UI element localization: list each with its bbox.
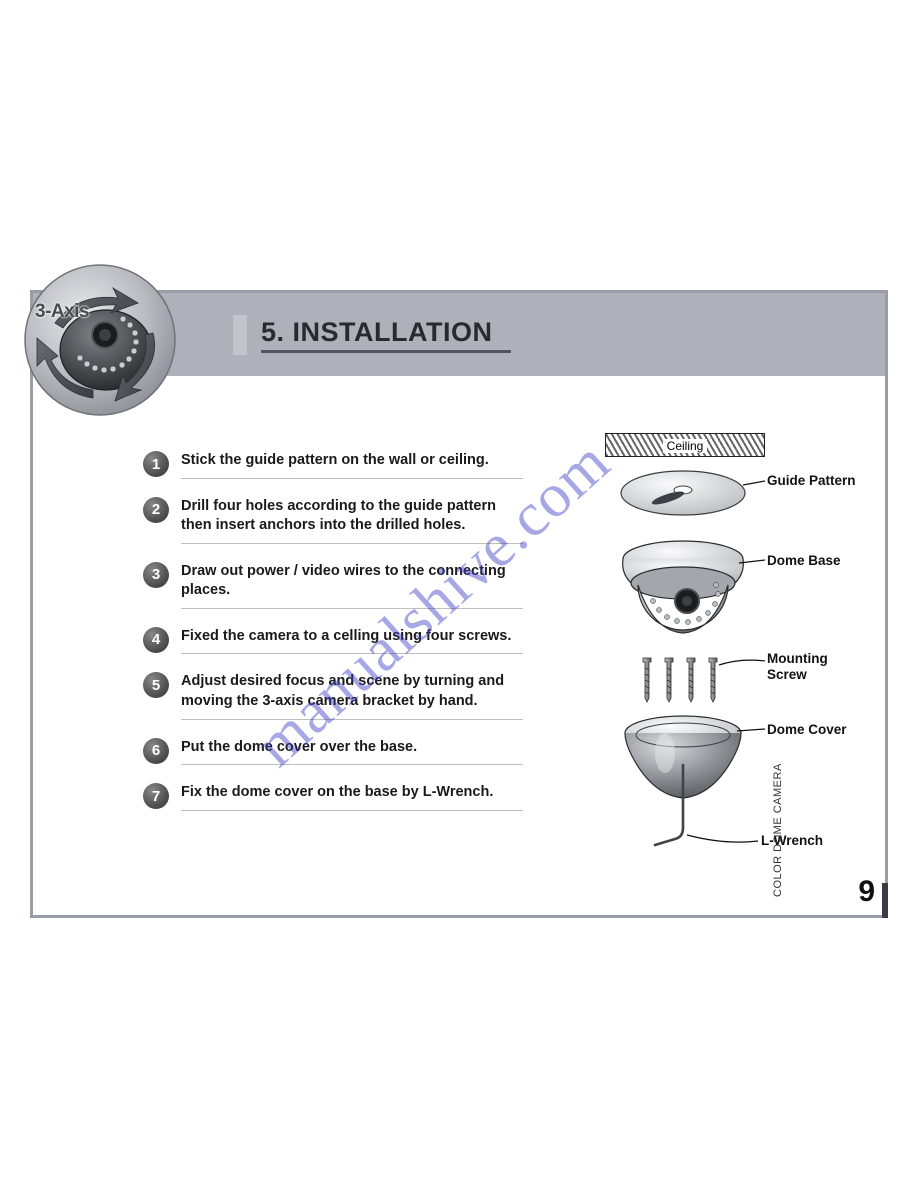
- step-text: Stick the guide pattern on the wall or c…: [181, 451, 523, 479]
- step-text: Fix the dome cover on the base by L-Wren…: [181, 783, 523, 811]
- step-item: 2 Drill four holes according to the guid…: [143, 497, 523, 544]
- step-number: 7: [143, 783, 169, 809]
- exploded-diagram: Ceiling: [575, 433, 855, 863]
- step-text: Fixed the camera to a celling using four…: [181, 627, 523, 655]
- step-item: 3 Draw out power / video wires to the co…: [143, 562, 523, 609]
- header-accent: [233, 315, 247, 355]
- label-mounting-screw-text: MountingScrew: [767, 651, 828, 682]
- label-dome-base: Dome Base: [767, 553, 841, 568]
- label-mounting-screw: MountingScrew: [767, 651, 828, 682]
- step-item: 4 Fixed the camera to a celling using fo…: [143, 627, 523, 655]
- label-guide-pattern: Guide Pattern: [767, 473, 856, 488]
- label-dome-cover: Dome Cover: [767, 722, 847, 737]
- mounting-screws-shape: [643, 658, 717, 702]
- guide-pattern-shape: [621, 471, 745, 515]
- step-number: 4: [143, 627, 169, 653]
- step-number: 2: [143, 497, 169, 523]
- ceiling-label-box: Ceiling: [605, 433, 765, 457]
- step-number: 5: [143, 672, 169, 698]
- diagram-svg: [575, 433, 855, 863]
- step-item: 1 Stick the guide pattern on the wall or…: [143, 451, 523, 479]
- step-number: 6: [143, 738, 169, 764]
- axis-badge: 3-Axis: [23, 263, 178, 418]
- step-item: 5 Adjust desired focus and scene by turn…: [143, 672, 523, 719]
- step-text: Draw out power / video wires to the conn…: [181, 562, 523, 609]
- axis-label: 3-Axis: [35, 301, 89, 323]
- step-text: Put the dome cover over the base.: [181, 738, 523, 766]
- section-title: 5. INSTALLATION: [261, 317, 511, 353]
- step-text: Drill four holes according to the guide …: [181, 497, 523, 544]
- step-number: 1: [143, 451, 169, 477]
- side-accent: [882, 883, 888, 918]
- dome-base-shape: [623, 541, 744, 633]
- manual-page: 5. INSTALLATION: [30, 290, 888, 918]
- step-text: Adjust desired focus and scene by turnin…: [181, 672, 523, 719]
- step-item: 7 Fix the dome cover on the base by L-Wr…: [143, 783, 523, 811]
- step-number: 3: [143, 562, 169, 588]
- step-item: 6 Put the dome cover over the base.: [143, 738, 523, 766]
- page-number: 9: [858, 875, 875, 909]
- steps-list: 1 Stick the guide pattern on the wall or…: [143, 451, 523, 829]
- ceiling-label: Ceiling: [663, 439, 708, 453]
- side-caption: COLOR DOME CAMERA: [772, 763, 784, 897]
- label-l-wrench: L-Wrench: [761, 833, 823, 848]
